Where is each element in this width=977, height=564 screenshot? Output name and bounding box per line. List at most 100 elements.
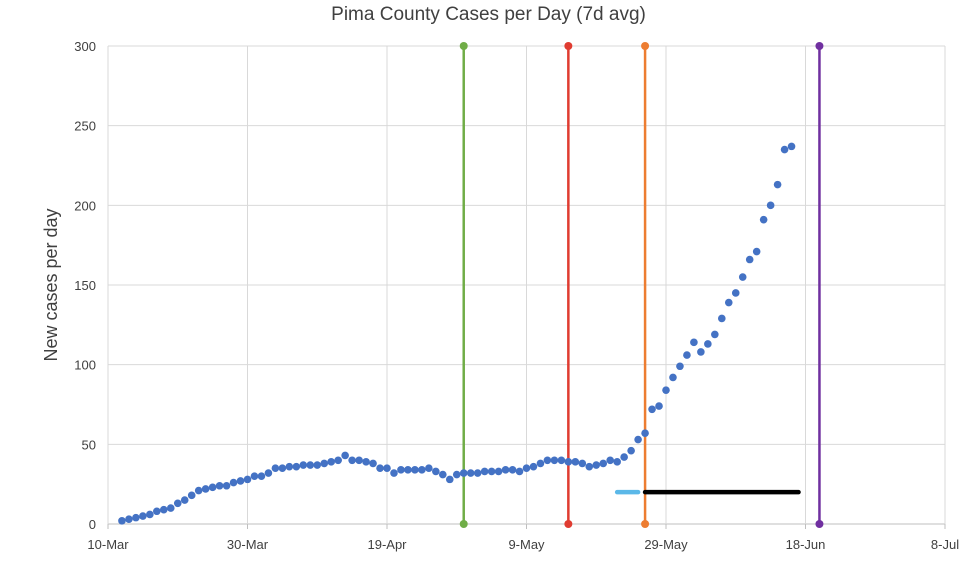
- data-point: [578, 459, 587, 468]
- y-axis-label: New cases per day: [41, 208, 61, 361]
- x-tick-label: 10-Mar: [87, 537, 129, 552]
- data-point: [404, 466, 412, 474]
- data-point: [557, 456, 566, 465]
- data-point: [257, 472, 266, 481]
- x-tick-label: 19-Apr: [367, 537, 407, 552]
- data-point: [487, 467, 496, 476]
- data-point: [348, 456, 356, 465]
- chart-title: Pima County Cases per Day (7d avg): [331, 4, 646, 25]
- data-point: [376, 464, 384, 473]
- x-tick-label: 9-May: [508, 537, 545, 552]
- data-point: [132, 513, 140, 522]
- data-point: [592, 461, 601, 469]
- data-point: [752, 247, 761, 256]
- data-point: [418, 466, 426, 474]
- x-tick-label: 8-Jul: [931, 537, 959, 552]
- data-point: [445, 475, 454, 484]
- data-point: [355, 456, 363, 465]
- data-point: [564, 458, 573, 466]
- data-point: [494, 467, 503, 476]
- data-point: [704, 340, 712, 348]
- data-point: [571, 458, 580, 466]
- data-point: [466, 469, 475, 477]
- data-point: [452, 470, 461, 479]
- data-point: [473, 469, 482, 477]
- data-point: [501, 466, 510, 474]
- data-point: [146, 510, 154, 519]
- x-tick-label: 18-Jun: [786, 537, 826, 552]
- data-point: [683, 351, 691, 359]
- x-tick-labels: 10-Mar 30-Mar 19-Apr 9-May 29-May 18-Jun 8-Jul: [87, 537, 959, 552]
- data-point: [243, 475, 252, 484]
- data-point: [676, 362, 684, 371]
- data-point: [299, 461, 308, 469]
- data-point: [173, 499, 182, 508]
- data-point: [522, 464, 531, 473]
- data-point: [153, 507, 161, 516]
- vertical-line-bottom-marker: [459, 520, 468, 528]
- data-point: [425, 464, 433, 473]
- data-point: [334, 456, 342, 465]
- data-point: [313, 461, 322, 469]
- y-tick-label: 50: [82, 437, 96, 452]
- y-tick-label: 100: [74, 358, 96, 373]
- data-point: [180, 496, 189, 504]
- data-point: [780, 145, 789, 154]
- y-tick-label: 150: [74, 278, 96, 293]
- data-point: [118, 517, 126, 525]
- data-point: [529, 462, 538, 471]
- data-point: [383, 464, 391, 473]
- data-point: [543, 456, 552, 465]
- data-point: [724, 298, 733, 307]
- vertical-line-top-marker: [564, 42, 573, 50]
- data-point: [397, 466, 405, 474]
- data-point: [432, 467, 440, 476]
- data-point: [669, 373, 677, 382]
- data-point: [711, 330, 719, 339]
- data-point: [627, 446, 635, 455]
- vertical-marker-lines: [459, 42, 824, 528]
- vertical-line-top-marker: [459, 42, 468, 50]
- y-tick-label: 250: [74, 119, 96, 134]
- data-point: [341, 451, 349, 460]
- y-tick-label: 200: [74, 198, 96, 213]
- data-point: [236, 477, 245, 485]
- data-point: [187, 491, 196, 500]
- grid-layer: [107, 45, 946, 529]
- data-point: [662, 386, 670, 394]
- data-point: [194, 486, 203, 495]
- data-point: [229, 478, 238, 487]
- y-tick-labels: 0 50 100 150 200 250 300: [74, 39, 96, 532]
- data-point: [599, 459, 608, 468]
- data-point: [697, 348, 705, 356]
- data-point: [278, 464, 287, 473]
- data-point: [606, 456, 614, 465]
- data-point: [201, 485, 210, 493]
- data-point: [222, 481, 231, 490]
- data-point: [718, 314, 726, 323]
- data-point: [271, 464, 280, 473]
- data-point: [285, 462, 294, 471]
- data-point: [536, 459, 545, 468]
- data-point: [690, 338, 698, 347]
- data-point: [634, 435, 642, 444]
- x-tick-label: 29-May: [644, 537, 688, 552]
- data-point: [655, 402, 663, 410]
- data-point: [264, 469, 273, 477]
- x-tick-label: 30-Mar: [227, 537, 269, 552]
- data-point: [759, 215, 768, 224]
- vertical-line-bottom-marker: [564, 520, 573, 528]
- vertical-line-bottom-marker: [641, 520, 650, 528]
- data-point: [215, 481, 224, 490]
- data-point: [738, 273, 747, 281]
- data-point: [773, 180, 782, 189]
- data-point: [362, 458, 370, 466]
- data-point: [411, 466, 419, 474]
- y-tick-label: 0: [89, 517, 96, 532]
- data-point: [208, 483, 217, 492]
- data-point: [515, 467, 524, 476]
- data-point: [369, 459, 377, 468]
- data-points: [118, 142, 796, 525]
- vertical-line-top-marker: [815, 42, 824, 50]
